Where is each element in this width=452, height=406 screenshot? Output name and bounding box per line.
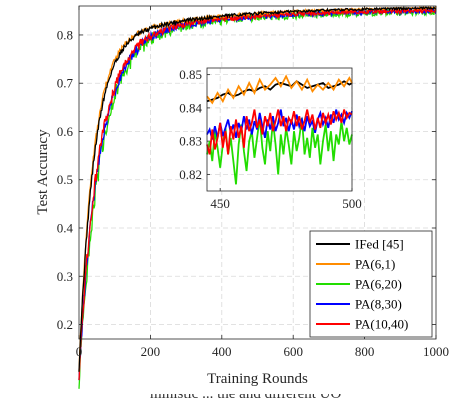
inset-zoom-chart: 0.82 0.83 0.84 0.85 450 500: [179, 67, 362, 211]
series-line-IFed [45]: [78, 5, 437, 372]
caption-fragment: ministic ... the and different UO: [150, 394, 342, 402]
legend-label: PA(6,20): [355, 277, 402, 292]
x-tick-label: 400: [212, 344, 232, 359]
inset-x-tick-label: 500: [342, 196, 362, 211]
inset-series-line-PA(10,40): [206, 109, 353, 155]
x-tick-label: 1000: [423, 344, 449, 359]
series-line-PA(10,40): [78, 6, 437, 381]
axis-ticks: 0 200 400 600 800 1000 0.2 0.3 0.4 0.5 0.6 0.7 0.8: [57, 6, 449, 359]
y-tick-label: 0.3: [57, 269, 73, 284]
x-tick-label: 600: [283, 344, 303, 359]
y-tick-label: 0.8: [57, 27, 73, 42]
inset-y-tick-label: 0.84: [179, 100, 202, 115]
inset-y-tick-label: 0.85: [179, 67, 202, 82]
legend-label: IFed [45]: [355, 237, 404, 252]
series-lines: [78, 5, 437, 389]
legend-label: PA(8,30): [355, 297, 402, 312]
inset-y-tick-label: 0.83: [179, 134, 202, 149]
y-tick-label: 0.2: [57, 317, 73, 332]
inset-series-line-PA(6,20): [206, 117, 353, 185]
legend-label: PA(6,1): [355, 257, 395, 272]
y-tick-label: 0.4: [57, 221, 74, 236]
accuracy-chart: 0 200 400 600 800 1000 0.2 0.3 0.4 0.5 0.6 0.7 0.8 T…: [35, 5, 449, 389]
legend-box: [309, 230, 433, 338]
legend: IFed [45] PA(6,1) PA(6,20) PA(8,30) PA(10,40…: [309, 230, 433, 338]
x-tick-label: 800: [355, 344, 375, 359]
y-axis-label: Test Accuracy: [35, 129, 51, 215]
inset-y-tick-label: 0.82: [179, 167, 202, 182]
y-tick-label: 0.5: [57, 172, 73, 187]
inset-frame: [206, 67, 353, 192]
inset-x-tick-label: 450: [210, 196, 230, 211]
plot-frame: [78, 5, 437, 340]
y-tick-label: 0.6: [57, 124, 74, 139]
x-axis-label: Training Rounds: [207, 371, 308, 387]
inset-series-line-PA(6,1): [206, 74, 353, 105]
x-tick-label: 0: [76, 344, 83, 359]
x-tick-label: 200: [141, 344, 161, 359]
y-tick-label: 0.7: [57, 76, 74, 91]
legend-label: PA(10,40): [355, 317, 408, 332]
